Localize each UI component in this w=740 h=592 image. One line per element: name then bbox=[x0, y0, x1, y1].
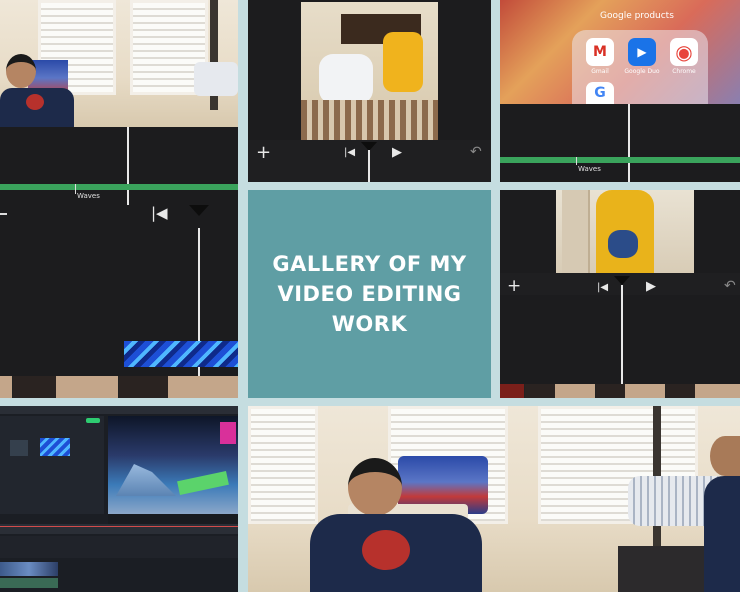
gmail-icon[interactable]: M bbox=[586, 38, 614, 66]
duo-icon[interactable]: ▶ bbox=[628, 38, 656, 66]
tile-top-center-editor: + |◀ ▶ ↶ bbox=[248, 0, 491, 182]
clip-thumb-strip[interactable] bbox=[0, 376, 238, 398]
clip-thumb bbox=[625, 384, 666, 398]
door-panel bbox=[562, 190, 590, 273]
clip-thumb bbox=[0, 376, 13, 398]
skip-back-icon[interactable]: |◀ bbox=[344, 147, 356, 158]
gallery-title-panel: GALLERY OF MY VIDEO EDITING WORK bbox=[248, 190, 491, 398]
title-clip[interactable] bbox=[124, 341, 238, 367]
playhead-handle-icon[interactable] bbox=[614, 276, 630, 285]
hoodie-logo bbox=[26, 94, 44, 110]
app-label-gmail: Gmail bbox=[591, 68, 609, 75]
clip-thumb-strip[interactable] bbox=[500, 384, 740, 398]
clip-thumb bbox=[56, 376, 119, 398]
add-icon[interactable] bbox=[0, 213, 7, 215]
clip-thumb bbox=[695, 384, 740, 398]
audio-track-marker bbox=[576, 157, 577, 165]
audio-track-bar[interactable] bbox=[500, 157, 740, 163]
folder-title: Google products bbox=[600, 11, 674, 21]
gallery-title-line-3: WORK bbox=[331, 312, 408, 336]
gallery-title-line-2: VIDEO EDITING bbox=[277, 282, 462, 306]
media-library-panel bbox=[0, 416, 104, 514]
undo-icon[interactable]: ↶ bbox=[724, 278, 736, 294]
timeline-clip-audio[interactable] bbox=[0, 578, 58, 588]
window-blinds bbox=[130, 0, 208, 95]
add-button[interactable]: + bbox=[256, 142, 272, 163]
playhead-handle-icon[interactable] bbox=[189, 205, 209, 216]
timeline-clip[interactable] bbox=[0, 562, 58, 576]
timeline-track bbox=[0, 536, 238, 558]
boy-head bbox=[348, 458, 402, 516]
play-button[interactable]: ▶ bbox=[392, 145, 402, 160]
chrome-icon[interactable]: ◉ bbox=[670, 38, 698, 66]
player-controls bbox=[108, 514, 238, 524]
shirt-graphic bbox=[608, 230, 638, 258]
game-weapon bbox=[177, 470, 229, 496]
playhead-line[interactable] bbox=[621, 285, 623, 398]
app-label-chrome: Chrome bbox=[672, 68, 696, 75]
timeline-ruler bbox=[0, 524, 238, 534]
undo-icon[interactable]: ↶ bbox=[470, 144, 482, 160]
pillow bbox=[194, 62, 238, 96]
video-preview bbox=[556, 190, 694, 273]
window-blinds bbox=[248, 406, 318, 524]
add-button[interactable]: + bbox=[507, 276, 522, 296]
audio-track-bar[interactable] bbox=[0, 184, 238, 190]
timeline-cursor[interactable] bbox=[0, 526, 238, 527]
playhead-line[interactable] bbox=[368, 150, 370, 182]
audio-track-label: Waves bbox=[578, 165, 601, 173]
tile-middle-right-editor: + |◀ ▶ ↶ bbox=[500, 190, 740, 398]
boy-right-face bbox=[710, 436, 740, 476]
video-preview bbox=[0, 0, 238, 127]
gallery-title-line-1: GALLERY OF MY bbox=[272, 252, 467, 276]
media-thumb[interactable] bbox=[10, 440, 28, 456]
tile-top-left-editor: Waves |◀ bbox=[0, 0, 238, 398]
boy-yellow-shirt bbox=[383, 32, 423, 92]
audio-track-label: Waves bbox=[77, 192, 100, 200]
import-badge[interactable] bbox=[86, 418, 100, 423]
tile-top-right-editor: Google products M Gmail ▶ Google Duo ◉ C… bbox=[500, 0, 740, 182]
boy-white-shirt bbox=[319, 54, 373, 104]
playhead-line[interactable] bbox=[127, 127, 129, 205]
playhead-line[interactable] bbox=[628, 104, 630, 182]
tile-bottom-right-photo bbox=[248, 406, 740, 592]
game-hud bbox=[220, 422, 236, 444]
game-scene bbox=[116, 464, 176, 496]
clip-thumb bbox=[168, 376, 238, 398]
boy-right-edge bbox=[704, 476, 740, 592]
skip-back-icon[interactable]: |◀ bbox=[597, 282, 609, 293]
clip-thumb bbox=[500, 384, 525, 398]
top-menu-bar bbox=[0, 406, 238, 414]
playhead-line-lower[interactable] bbox=[198, 228, 200, 398]
google-icon[interactable]: G bbox=[586, 82, 614, 104]
hoodie-logo bbox=[362, 530, 410, 570]
wall-lamp bbox=[210, 0, 218, 110]
media-thumb[interactable] bbox=[40, 438, 70, 456]
app-label-duo: Google Duo bbox=[624, 68, 660, 75]
playhead-handle-icon[interactable] bbox=[361, 142, 377, 151]
skip-back-icon[interactable]: |◀ bbox=[151, 204, 168, 222]
boy-head bbox=[6, 54, 36, 88]
clip-thumb bbox=[555, 384, 596, 398]
play-button[interactable]: ▶ bbox=[646, 279, 656, 294]
gallery-title: GALLERY OF MY VIDEO EDITING WORK bbox=[272, 249, 466, 339]
bed-quilt bbox=[301, 100, 438, 140]
preview-window bbox=[108, 416, 238, 514]
tile-bottom-left-desktop-editor bbox=[0, 406, 238, 592]
audio-track-marker bbox=[75, 184, 76, 194]
video-preview bbox=[301, 2, 438, 140]
